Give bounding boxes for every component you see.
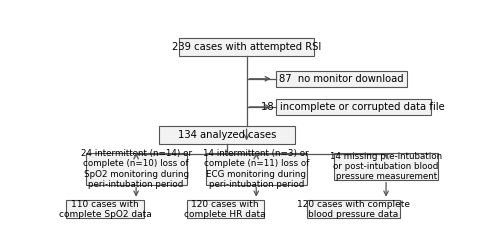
FancyBboxPatch shape: [160, 126, 295, 144]
FancyBboxPatch shape: [206, 153, 306, 184]
FancyBboxPatch shape: [276, 71, 407, 86]
FancyBboxPatch shape: [276, 99, 430, 115]
Text: 239 cases with attempted RSI: 239 cases with attempted RSI: [172, 42, 321, 52]
FancyBboxPatch shape: [86, 153, 186, 184]
FancyBboxPatch shape: [186, 200, 264, 218]
FancyBboxPatch shape: [179, 38, 314, 56]
FancyBboxPatch shape: [306, 200, 400, 218]
Text: 14 missing pre-intubation
or post-intubation blood
pressure measurement: 14 missing pre-intubation or post-intuba…: [330, 152, 442, 181]
Text: 120 cases with
complete HR data: 120 cases with complete HR data: [184, 200, 266, 219]
FancyBboxPatch shape: [334, 153, 438, 180]
Text: 18  incomplete or corrupted data file: 18 incomplete or corrupted data file: [261, 102, 445, 112]
Text: 120 cases with complete
blood pressure data: 120 cases with complete blood pressure d…: [296, 200, 410, 219]
Text: 134 analyzed cases: 134 analyzed cases: [178, 130, 276, 140]
Text: 87  no monitor download: 87 no monitor download: [279, 74, 404, 84]
Text: 24 intermittent (n=14) or
complete (n=10) loss of
SpO2 monitoring during
peri-in: 24 intermittent (n=14) or complete (n=10…: [80, 149, 192, 189]
Text: 14 intermittent (n=3) or
complete (n=11) loss of
ECG monitoring during
peri-intu: 14 intermittent (n=3) or complete (n=11)…: [204, 149, 309, 189]
Text: 110 cases with
complete SpO2 data: 110 cases with complete SpO2 data: [59, 200, 152, 219]
FancyBboxPatch shape: [66, 200, 144, 218]
